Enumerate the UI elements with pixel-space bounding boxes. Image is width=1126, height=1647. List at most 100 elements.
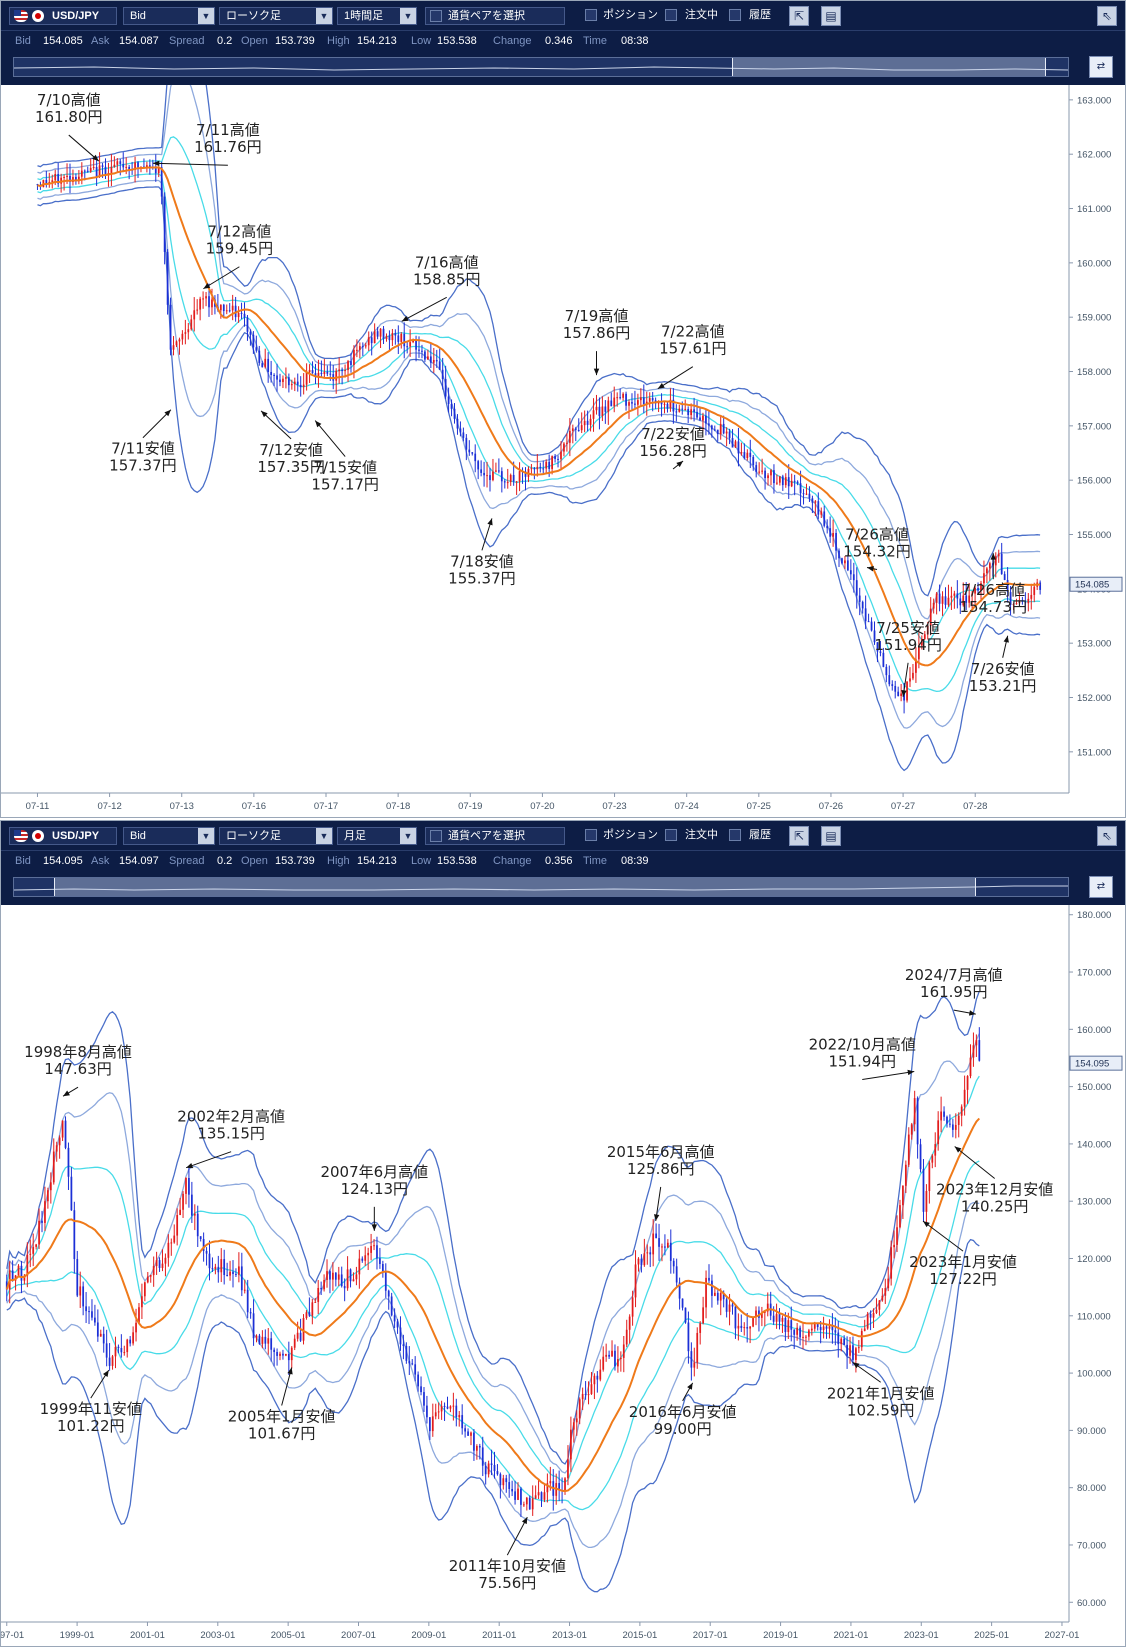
annotation-arrow: [314, 420, 346, 457]
annotation-arrowhead: [102, 1370, 109, 1377]
timeframe-value: 月足: [344, 830, 366, 842]
annotation-price: 153.21円: [969, 677, 1037, 695]
candle-down: [496, 1471, 499, 1475]
candle-down: [655, 1233, 657, 1239]
candle-down: [299, 384, 302, 388]
annotation-price: 101.22円: [57, 1417, 125, 1435]
candle-up: [652, 1233, 655, 1255]
positions-checkbox[interactable]: [585, 9, 597, 21]
candle-up: [546, 1483, 549, 1493]
candle-up: [536, 466, 539, 470]
candle-up: [663, 403, 666, 405]
y-tick-label: 160.000: [1077, 258, 1111, 269]
pair-select-button[interactable]: 通貨ペアを選択: [425, 827, 565, 845]
candle-up: [971, 593, 974, 596]
pair-select-checkbox[interactable]: [430, 10, 442, 22]
candle-down: [811, 498, 814, 503]
fit-range-icon[interactable]: ⇄: [1089, 876, 1113, 898]
candle-down: [740, 1325, 743, 1328]
candle-up: [578, 1399, 581, 1419]
candle-down: [158, 1260, 161, 1268]
candle-up: [560, 451, 562, 460]
currency-pair-selector[interactable]: USD/JPY: [9, 7, 117, 25]
candle-up: [572, 1422, 575, 1430]
candle-down: [825, 1326, 828, 1329]
price-type-dropdown[interactable]: Bid ▼: [123, 7, 215, 25]
new-chart-icon[interactable]: ⇱: [789, 826, 809, 846]
history-checkbox[interactable]: [729, 9, 741, 21]
candle-up: [832, 532, 834, 537]
currency-pair-selector[interactable]: USD/JPY: [9, 827, 117, 845]
timeframe-dropdown[interactable]: 月足 ▼: [337, 827, 417, 845]
candle-down: [696, 411, 698, 418]
candle-down: [885, 666, 888, 676]
expand-icon[interactable]: ⇖: [1097, 6, 1117, 26]
annotation-label: 7/26高値: [961, 581, 1025, 599]
candle-down: [610, 400, 613, 407]
candle-down: [873, 630, 876, 643]
candle-up: [566, 442, 568, 444]
timeframe-dropdown[interactable]: 1時間足 ▼: [337, 7, 417, 25]
candle-down: [540, 1492, 543, 1500]
orders-checkbox[interactable]: [665, 9, 677, 21]
candle-up: [214, 1266, 217, 1270]
chart-list-icon[interactable]: ▤: [821, 6, 841, 26]
orders-checkbox[interactable]: [665, 829, 677, 841]
candle-up: [534, 1495, 537, 1499]
candle-down: [94, 1317, 96, 1323]
annotation-arrowhead: [186, 1162, 194, 1169]
bid-value: 154.085: [43, 35, 83, 47]
candle-up: [267, 1338, 270, 1344]
navigator-window-handle[interactable]: [732, 58, 1046, 76]
candle-down: [258, 1335, 261, 1344]
chart-type-dropdown[interactable]: ローソク足 ▼: [219, 7, 333, 25]
candle-up: [564, 1478, 566, 1492]
candle-up: [702, 1307, 704, 1324]
navigator-track[interactable]: [13, 877, 1069, 897]
candle-up: [758, 471, 761, 473]
candle-up: [164, 1257, 167, 1264]
candle-down: [270, 1338, 273, 1350]
expand-icon[interactable]: ⇖: [1097, 826, 1117, 846]
price-type-dropdown[interactable]: Bid ▼: [123, 827, 215, 845]
candle-down: [399, 1327, 402, 1345]
pair-select-checkbox[interactable]: [430, 830, 442, 842]
candle-down: [249, 331, 252, 335]
candle-up: [237, 312, 240, 318]
candle-up: [98, 165, 101, 177]
annotation-arrowhead: [1003, 635, 1009, 643]
candle-up: [437, 1411, 440, 1413]
candle-down: [596, 1375, 599, 1380]
candle-up: [770, 470, 772, 476]
candle-down: [270, 371, 273, 375]
history-checkbox[interactable]: [729, 829, 741, 841]
low-label: Low: [411, 855, 432, 867]
new-chart-icon[interactable]: ⇱: [789, 6, 809, 26]
candle-up: [317, 1287, 320, 1302]
annotation-price: 154.32円: [843, 542, 911, 560]
candle-up: [790, 480, 793, 487]
annotation-label: 2022/10月高値: [809, 1035, 916, 1053]
candle-up: [17, 1265, 20, 1276]
toolbar: USD/JPY Bid ▼ ローソク足 ▼ 月足 ▼ 通貨ペアを選択 ポジション…: [1, 821, 1125, 851]
y-tick-label: 140.000: [1077, 1139, 1111, 1150]
candle-down: [799, 483, 802, 494]
candle-up: [766, 1303, 769, 1312]
candle-up: [261, 1336, 264, 1344]
candle-up: [193, 1213, 196, 1216]
chart-type-dropdown[interactable]: ローソク足 ▼: [219, 827, 333, 845]
candle-up: [220, 1259, 223, 1273]
fit-range-icon[interactable]: ⇄: [1089, 56, 1113, 78]
pair-select-button[interactable]: 通貨ペアを選択: [425, 7, 565, 25]
candle-up: [52, 1151, 55, 1183]
annotation-label: 7/12高値: [208, 223, 272, 241]
candle-up: [907, 1134, 910, 1165]
annotation-price: 124.13円: [341, 1180, 409, 1198]
positions-checkbox[interactable]: [585, 829, 597, 841]
candle-up: [111, 1356, 114, 1366]
navigator-track[interactable]: [13, 57, 1069, 77]
chart-list-icon[interactable]: ▤: [821, 826, 841, 846]
candle-down: [255, 347, 258, 351]
candle-up: [434, 1412, 437, 1417]
navigator-window-handle[interactable]: [54, 878, 976, 896]
